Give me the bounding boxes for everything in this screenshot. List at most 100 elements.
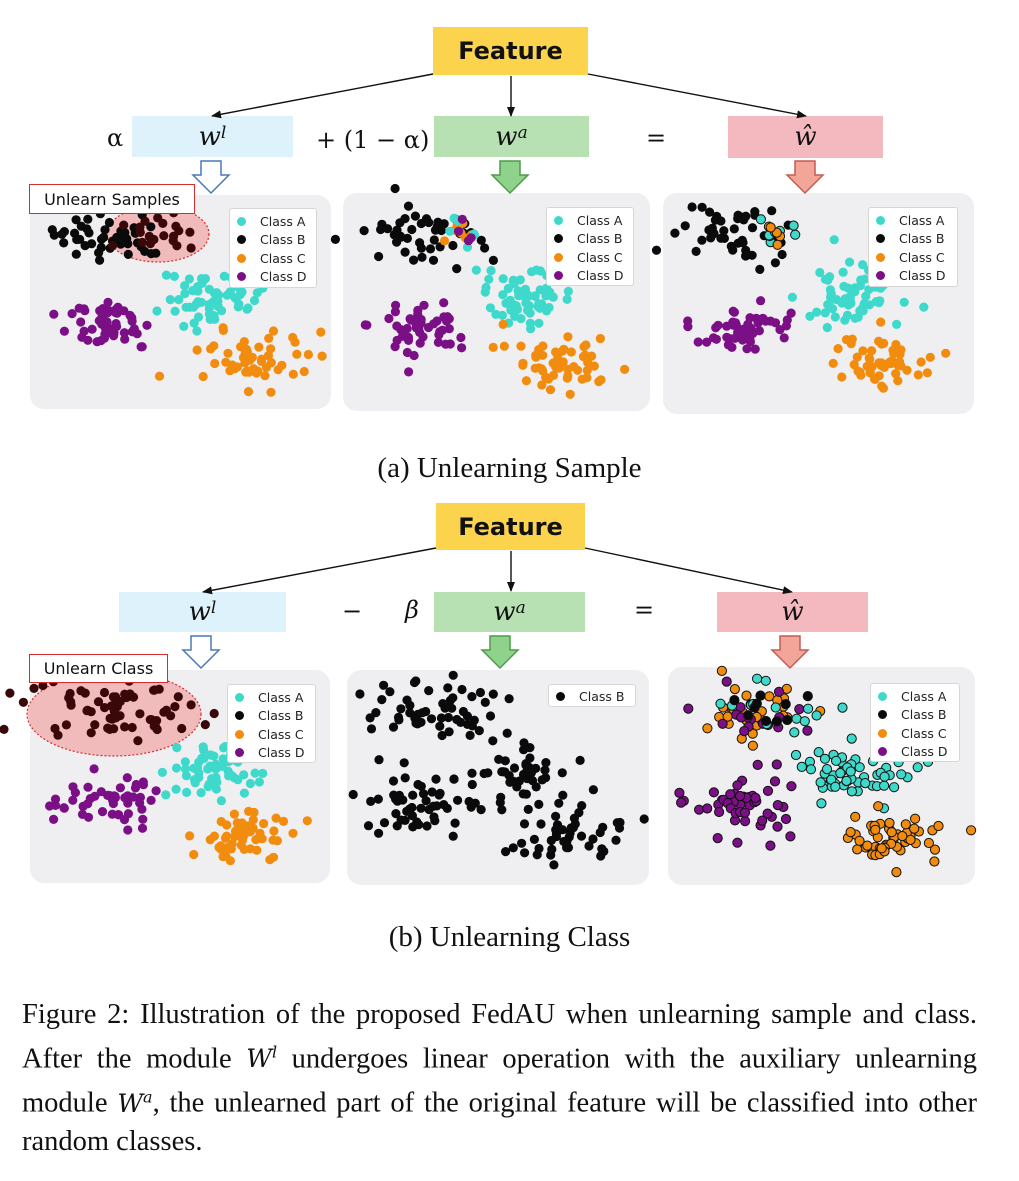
point-class-b xyxy=(767,206,777,216)
legend-dot-b xyxy=(878,710,887,720)
point-class-c xyxy=(828,358,838,368)
point-class-b-unlearn xyxy=(103,723,113,733)
point-class-c xyxy=(869,374,880,384)
alpha-symbol: α xyxy=(107,124,124,152)
point-class-c xyxy=(878,383,889,393)
point-class-b-unlearn xyxy=(29,683,39,694)
point-class-c xyxy=(562,373,572,383)
point-class-b xyxy=(424,804,434,815)
point-class-b xyxy=(448,831,458,841)
point-class-c xyxy=(557,346,568,356)
legend-dot-b xyxy=(237,235,246,245)
point-class-a xyxy=(510,311,520,321)
point-class-c xyxy=(241,367,251,377)
legend-label-c: Class C xyxy=(899,249,945,265)
legend-dot-a xyxy=(237,216,246,226)
point-class-c xyxy=(241,344,251,354)
point-class-b xyxy=(399,758,409,768)
point-class-c xyxy=(264,333,274,343)
point-class-d xyxy=(765,840,776,851)
point-class-b xyxy=(529,834,540,845)
point-class-b xyxy=(392,237,402,247)
point-class-a xyxy=(222,290,232,300)
point-class-a xyxy=(822,322,832,333)
point-class-c xyxy=(867,362,877,372)
legend-label-b: Class B xyxy=(899,231,945,247)
legend-dot-c xyxy=(878,728,887,738)
point-class-d xyxy=(138,780,148,790)
point-class-b xyxy=(379,818,390,828)
point-class-b xyxy=(104,217,114,228)
point-class-b xyxy=(747,223,758,233)
point-class-d xyxy=(732,780,743,791)
point-class-d-mixed xyxy=(794,704,805,715)
point-class-a xyxy=(826,292,836,302)
point-class-d xyxy=(391,300,401,310)
point-class-c xyxy=(534,345,544,355)
point-class-b xyxy=(439,800,449,810)
point-class-a xyxy=(523,290,533,300)
point-class-c xyxy=(850,811,861,822)
point-class-d xyxy=(432,316,442,326)
point-class-d-mixed xyxy=(802,725,813,736)
point-class-b xyxy=(508,843,518,853)
point-class-d xyxy=(123,825,133,835)
point-class-b xyxy=(584,841,594,851)
point-class-c xyxy=(185,831,195,841)
point-class-a xyxy=(217,761,227,772)
point-class-c xyxy=(216,816,226,827)
point-class-b xyxy=(365,713,375,723)
w-a-sup-b: a xyxy=(515,598,526,618)
point-class-a xyxy=(188,286,198,296)
legend-label-a: Class A xyxy=(901,688,947,704)
point-class-b xyxy=(413,779,423,790)
point-class-a xyxy=(812,307,822,317)
point-class-a xyxy=(245,778,255,789)
point-class-d xyxy=(743,319,753,329)
point-class-d xyxy=(725,789,736,800)
point-class-b xyxy=(151,248,161,258)
point-class-b xyxy=(704,225,714,235)
point-class-c xyxy=(541,372,551,382)
point-class-d xyxy=(392,321,402,331)
point-class-c xyxy=(581,340,591,350)
point-class-b xyxy=(558,790,568,800)
point-class-b xyxy=(557,825,568,835)
point-class-b xyxy=(433,217,443,227)
point-class-c xyxy=(595,333,606,344)
point-class-a xyxy=(239,788,249,798)
point-class-c xyxy=(317,351,327,361)
point-class-b xyxy=(410,713,420,723)
w-l-symbol: w xyxy=(198,121,221,152)
legend-label-d: Class D xyxy=(901,744,948,760)
point-class-c xyxy=(909,823,920,834)
point-class-b xyxy=(670,228,680,238)
point-class-d xyxy=(137,804,147,814)
point-class-b-unlearn xyxy=(119,220,129,230)
point-class-d xyxy=(137,823,148,833)
point-class-b xyxy=(424,686,434,696)
point-class-c-mixed xyxy=(439,236,450,246)
legend-b-auxiliary: Class B xyxy=(548,684,636,707)
point-class-a xyxy=(161,270,171,280)
point-class-b xyxy=(541,758,551,768)
point-class-c-mixed xyxy=(702,723,713,734)
point-class-d xyxy=(729,307,740,317)
point-class-c-mixed xyxy=(729,684,741,695)
point-class-a-mixed xyxy=(449,213,459,223)
point-class-c xyxy=(563,364,573,374)
point-class-b xyxy=(497,767,507,777)
point-class-d xyxy=(404,367,414,377)
point-class-c xyxy=(858,346,868,356)
point-class-a xyxy=(481,282,491,293)
point-class-d xyxy=(77,809,88,820)
point-class-b xyxy=(488,736,498,746)
point-class-d xyxy=(390,307,400,317)
point-class-b xyxy=(687,202,697,212)
point-class-c xyxy=(886,827,897,838)
point-class-b xyxy=(741,211,751,221)
point-class-b xyxy=(415,238,425,248)
point-class-a xyxy=(203,782,213,792)
point-class-a xyxy=(184,274,194,284)
point-class-a xyxy=(192,326,202,336)
